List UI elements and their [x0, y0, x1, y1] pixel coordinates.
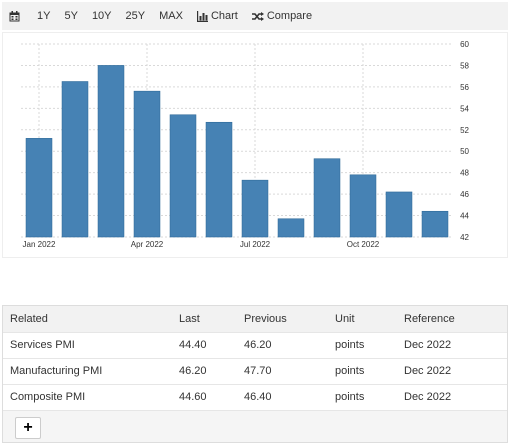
add-related-button[interactable]: + — [15, 417, 41, 439]
range-5y-button[interactable]: 5Y — [64, 10, 78, 22]
range-max-button[interactable]: MAX — [159, 10, 183, 22]
y-tick-label: 44 — [460, 212, 469, 221]
chart-panel: 42 44 46 48 50 52 54 56 58 60 Jan 2022 Apr 2022 Jul … — [2, 32, 508, 258]
shuffle-icon — [251, 11, 264, 22]
range-25y-button[interactable]: 25Y — [125, 10, 146, 22]
unit-value: points — [335, 365, 365, 377]
y-tick-label: 46 — [460, 190, 469, 199]
x-tick-label: Jan 2022 — [23, 240, 56, 249]
bar — [241, 179, 269, 238]
related-name-link[interactable]: Services PMI — [10, 339, 75, 351]
bar — [349, 174, 377, 238]
y-tick-label: 56 — [460, 83, 469, 92]
reference-value: Dec 2022 — [404, 339, 452, 351]
chart-type-label: Chart — [210, 10, 238, 22]
bar — [205, 121, 233, 238]
pmi-bar-chart: 42 44 46 48 50 52 54 56 58 60 Jan 2022 Apr 2022 Jul … — [21, 40, 470, 249]
col-related: Related — [10, 312, 48, 325]
bar — [421, 210, 449, 238]
table-row[interactable]: Services PMI 44.40 46.20 points Dec 2022 — [3, 332, 507, 358]
y-tick-label: 58 — [460, 61, 469, 70]
table-row[interactable]: Manufacturing PMI 46.20 47.70 points Dec… — [3, 358, 507, 384]
last-value: 44.60 — [179, 391, 207, 404]
y-tick-label: 54 — [460, 104, 469, 113]
x-tick-label: Apr 2022 — [131, 240, 164, 249]
bar — [277, 218, 305, 238]
y-tick-label: 42 — [460, 233, 469, 242]
last-value: 44.40 — [179, 339, 207, 351]
reference-value: Dec 2022 — [404, 391, 452, 404]
bar — [385, 191, 413, 238]
range-1y-button[interactable]: 1Y — [37, 10, 51, 22]
col-unit: Unit — [335, 312, 355, 325]
compare-label: Compare — [266, 10, 313, 22]
related-table: Related Last Previous Unit Reference Ser… — [3, 306, 507, 410]
related-name-link[interactable]: Composite PMI — [10, 391, 86, 404]
y-tick-label: 50 — [460, 147, 469, 156]
col-reference: Reference — [404, 312, 455, 325]
unit-value: points — [335, 339, 365, 351]
col-previous: Previous — [244, 312, 287, 325]
col-last: Last — [179, 312, 200, 325]
unit-value: points — [335, 391, 365, 404]
range-10y-button[interactable]: 10Y — [91, 10, 112, 22]
y-tick-label: 48 — [460, 169, 469, 178]
x-tick-label: Oct 2022 — [347, 240, 380, 249]
table-header-row: Related Last Previous Unit Reference — [3, 306, 507, 332]
chart-type-button[interactable]: Chart — [196, 10, 238, 22]
bar — [61, 81, 89, 238]
x-tick-label: Jul 2022 — [240, 240, 271, 249]
previous-value: 46.20 — [244, 339, 272, 351]
bar-chart-icon — [196, 10, 208, 22]
table-footer: + — [3, 410, 507, 442]
related-name-link[interactable]: Manufacturing PMI — [10, 365, 103, 377]
bar — [313, 158, 341, 238]
previous-value: 47.70 — [244, 365, 272, 377]
y-tick-label: 60 — [460, 40, 469, 49]
calendar-button[interactable] — [9, 10, 23, 22]
bar — [169, 114, 197, 238]
calendar-icon — [9, 10, 20, 22]
last-value: 46.20 — [179, 365, 207, 377]
table-row[interactable]: Composite PMI 44.60 46.40 points Dec 202… — [3, 384, 507, 410]
bar — [25, 138, 53, 238]
previous-value: 46.40 — [244, 391, 272, 404]
bar — [97, 65, 125, 238]
y-tick-label: 52 — [460, 126, 469, 135]
compare-button[interactable]: Compare — [251, 10, 313, 22]
bar — [133, 90, 161, 238]
related-table-panel: Related Last Previous Unit Reference Ser… — [2, 305, 508, 443]
chart-toolbar: 1Y 5Y 10Y 25Y MAX Chart Compare — [2, 2, 508, 30]
reference-value: Dec 2022 — [404, 365, 452, 377]
